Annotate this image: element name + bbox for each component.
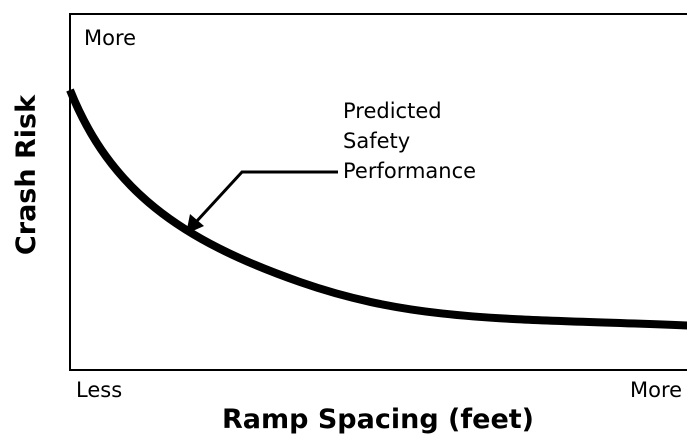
plot-frame bbox=[69, 13, 687, 371]
y-axis-title: Crash Risk bbox=[11, 94, 42, 255]
annotation-line: Predicted bbox=[343, 99, 442, 123]
annotation-line: Performance bbox=[343, 159, 476, 183]
x-low-label: Less bbox=[76, 378, 122, 402]
x-axis-title: Ramp Spacing (feet) bbox=[222, 404, 534, 434]
annotation: Predicted Safety Performance bbox=[343, 99, 476, 183]
y-high-label: More bbox=[84, 26, 136, 50]
annotation-arrow bbox=[194, 170, 338, 224]
annotation-line: Safety bbox=[343, 129, 410, 153]
risk-curve bbox=[66, 88, 687, 330]
x-high-label: More bbox=[630, 378, 682, 402]
